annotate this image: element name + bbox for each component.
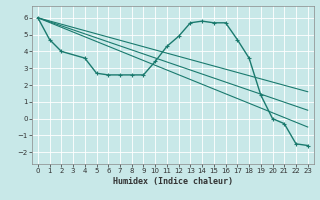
X-axis label: Humidex (Indice chaleur): Humidex (Indice chaleur)	[113, 177, 233, 186]
